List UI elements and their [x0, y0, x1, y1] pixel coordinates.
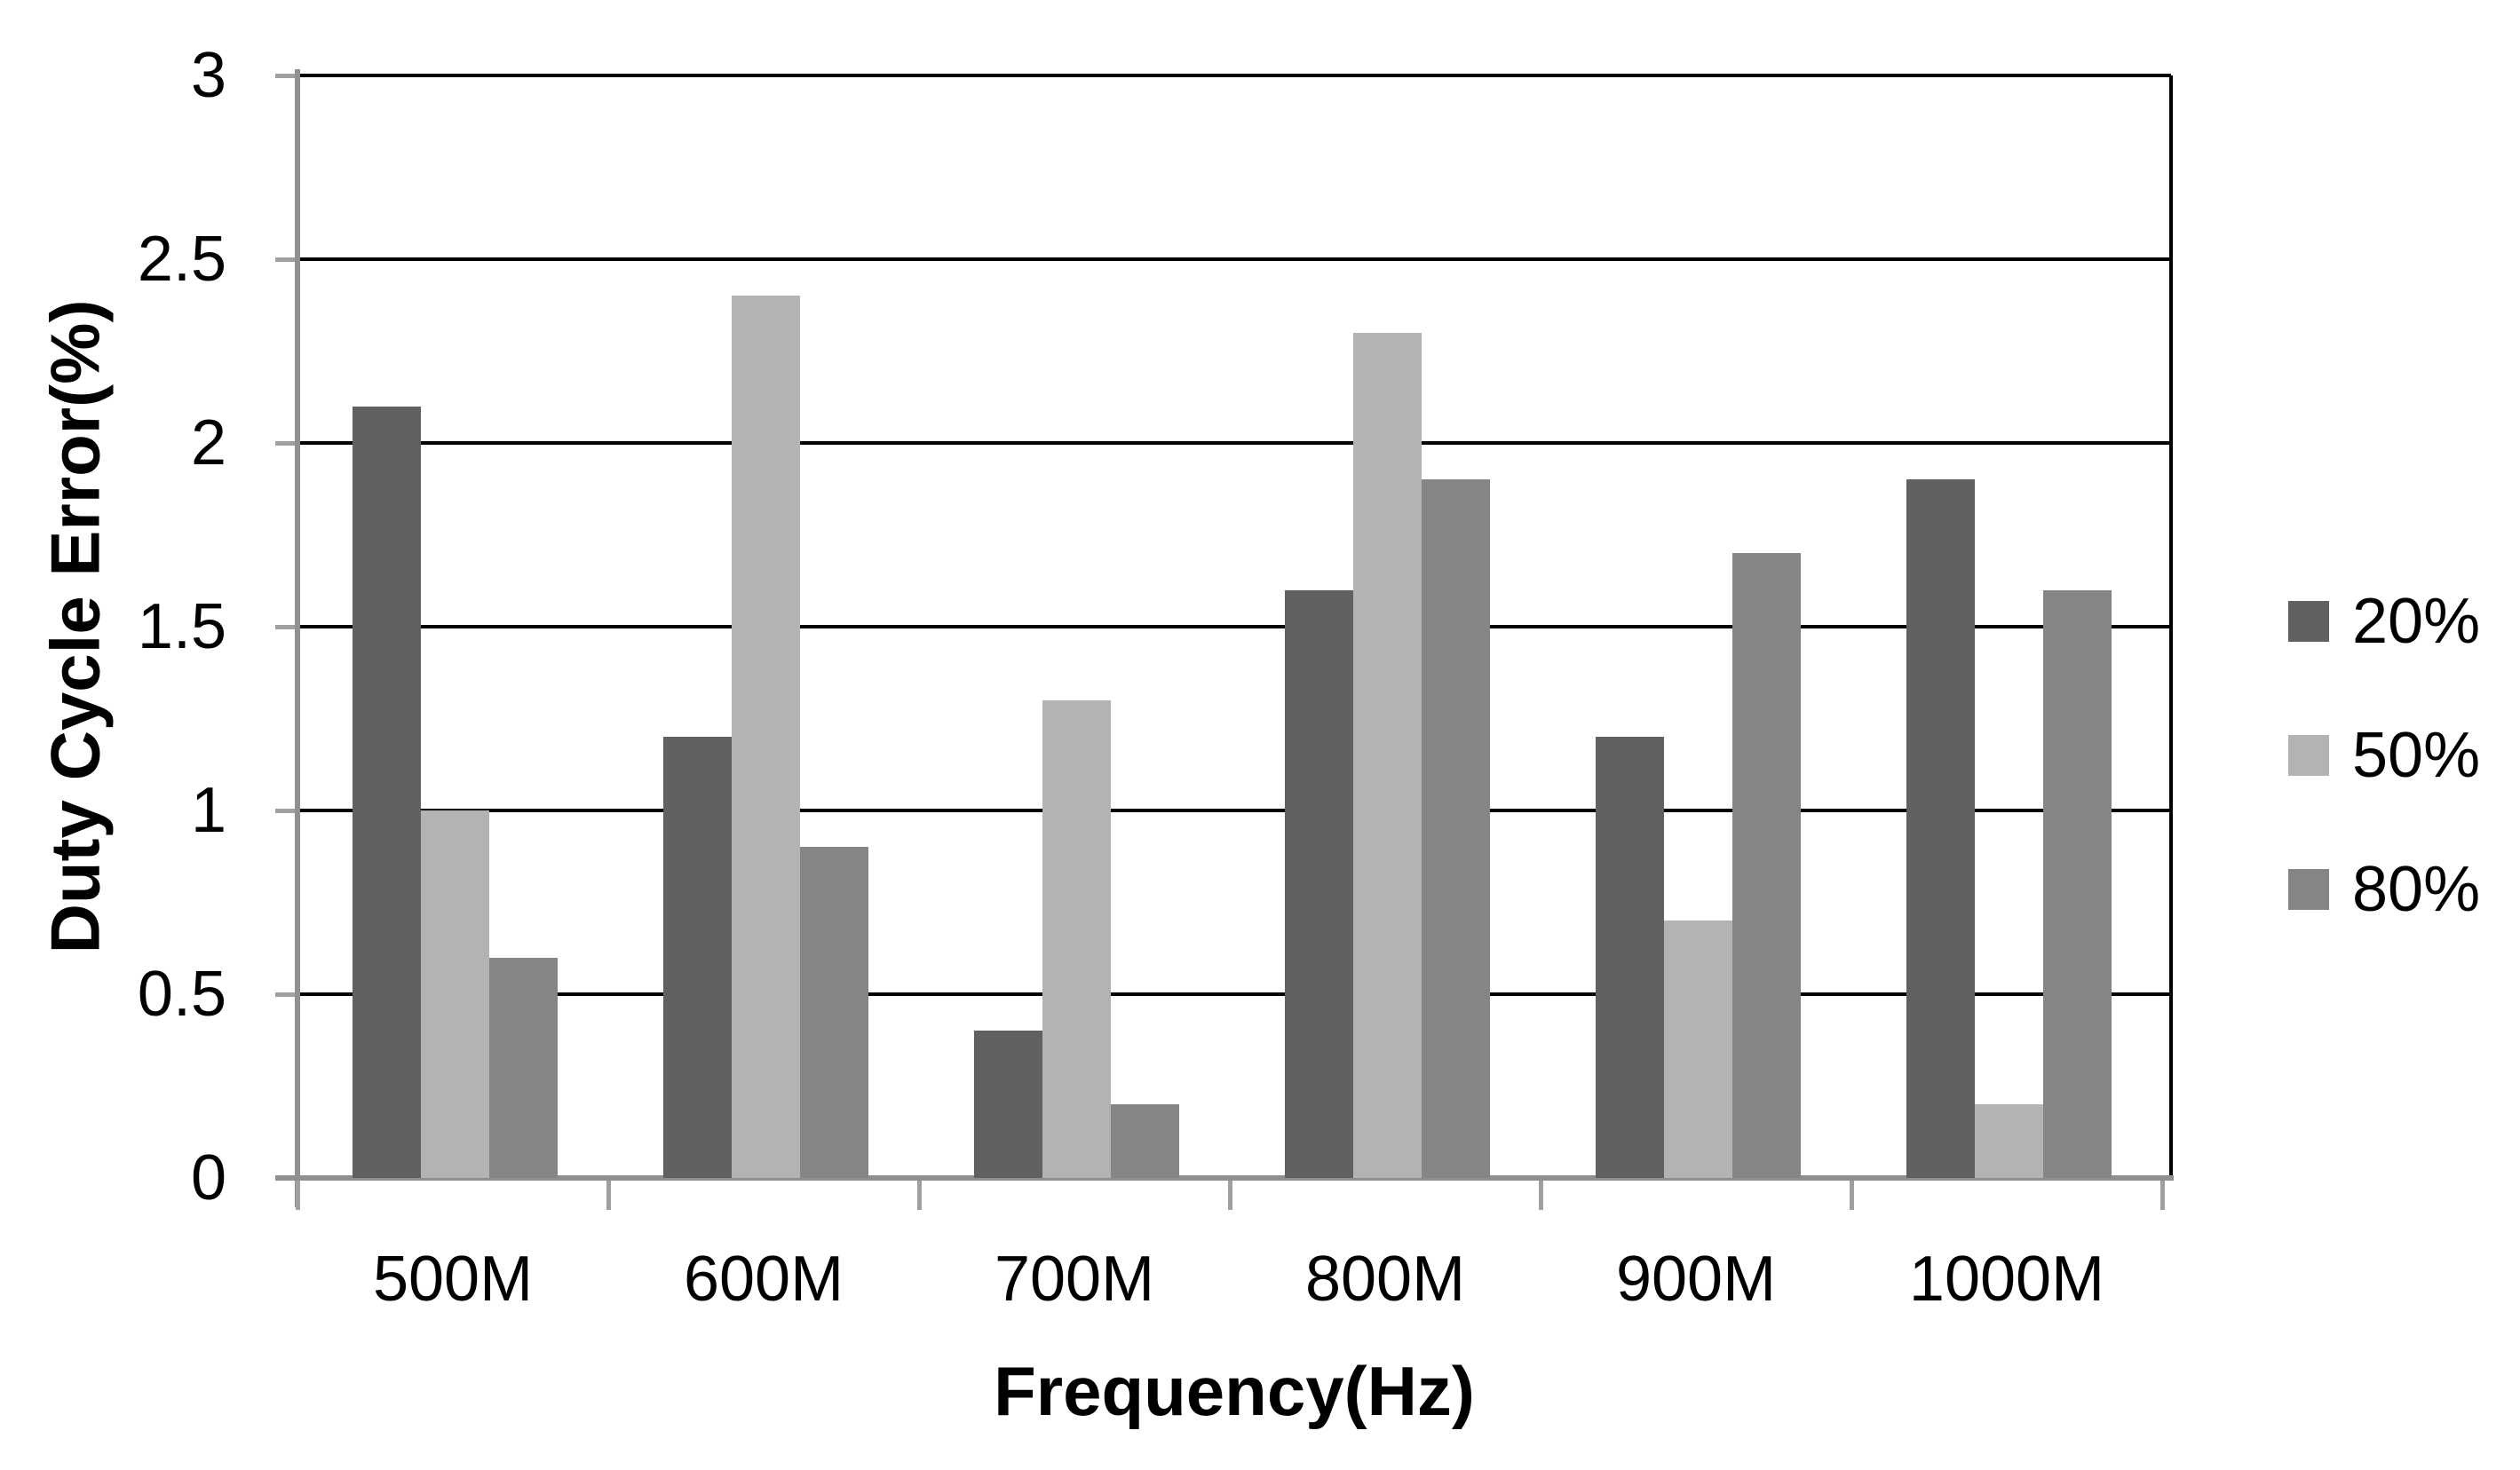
y-axis-tick: [275, 992, 297, 997]
legend-label: 80%: [2352, 854, 2481, 925]
x-tick-label: 1000M: [1908, 1244, 2105, 1315]
legend-label: 20%: [2352, 586, 2481, 657]
bar-50%-1000M: [1975, 1104, 2043, 1178]
bar-50%-700M: [1042, 699, 1111, 1178]
x-axis-tick: [1850, 1181, 1854, 1210]
x-axis-tick: [1539, 1181, 1543, 1210]
x-tick-label: 800M: [1304, 1244, 1466, 1315]
y-axis-line: [295, 69, 300, 1207]
bar-80%-900M: [1732, 553, 1801, 1178]
x-axis-tick: [2160, 1181, 2165, 1210]
x-tick-label: 500M: [372, 1244, 534, 1315]
x-axis-title: Frequency(Hz): [994, 1352, 1475, 1430]
legend-item-80%: 80%: [2288, 858, 2480, 921]
x-axis-tick: [606, 1181, 611, 1210]
y-axis-tick: [275, 809, 297, 813]
bar-80%-500M: [489, 957, 558, 1178]
bar-20%-900M: [1596, 737, 1664, 1178]
bar-50%-500M: [421, 810, 489, 1178]
y-tick-label: 3: [190, 40, 226, 111]
y-tick-label: 2.5: [137, 224, 226, 295]
bar-20%-600M: [663, 737, 732, 1178]
bar-80%-1000M: [2043, 589, 2112, 1178]
legend-swatch: [2288, 601, 2329, 642]
y-axis-tick: [275, 74, 297, 78]
legend-label: 50%: [2352, 720, 2481, 791]
x-axis-tick: [1228, 1181, 1232, 1210]
bar-80%-600M: [800, 847, 868, 1178]
bar-20%-1000M: [1906, 479, 1975, 1178]
legend-swatch: [2288, 735, 2329, 776]
bar-50%-800M: [1353, 332, 1422, 1178]
gridline: [297, 809, 2171, 812]
bar-20%-700M: [974, 1031, 1042, 1178]
y-tick-label: 0: [190, 1142, 226, 1213]
plot-right-border: [2169, 75, 2173, 1178]
legend-item-50%: 50%: [2288, 723, 2480, 787]
legend-item-20%: 20%: [2288, 589, 2480, 653]
bar-20%-500M: [353, 406, 421, 1178]
x-axis-line: [275, 1175, 2174, 1181]
y-tick-label: 2: [190, 407, 226, 478]
x-axis-tick: [296, 1181, 300, 1210]
bar-80%-800M: [1422, 479, 1490, 1178]
y-tick-label: 0.5: [137, 959, 226, 1030]
bar-50%-600M: [732, 296, 800, 1178]
y-axis-tick: [275, 257, 297, 262]
x-tick-label: 700M: [994, 1244, 1155, 1315]
x-axis-tick: [917, 1181, 922, 1210]
gridline: [297, 441, 2171, 445]
gridline: [297, 74, 2171, 77]
y-tick-label: 1.5: [137, 591, 226, 662]
legend-swatch: [2288, 869, 2329, 910]
y-tick-label: 1: [190, 775, 226, 846]
bar-20%-800M: [1285, 589, 1353, 1178]
bar-50%-900M: [1664, 921, 1732, 1178]
gridline: [297, 625, 2171, 628]
x-tick-label: 900M: [1615, 1244, 1777, 1315]
gridline: [297, 257, 2171, 261]
x-tick-label: 600M: [683, 1244, 844, 1315]
gridline: [297, 992, 2171, 996]
y-axis-tick: [275, 441, 297, 446]
bar-80%-700M: [1111, 1104, 1179, 1178]
y-axis-tick: [275, 625, 297, 629]
